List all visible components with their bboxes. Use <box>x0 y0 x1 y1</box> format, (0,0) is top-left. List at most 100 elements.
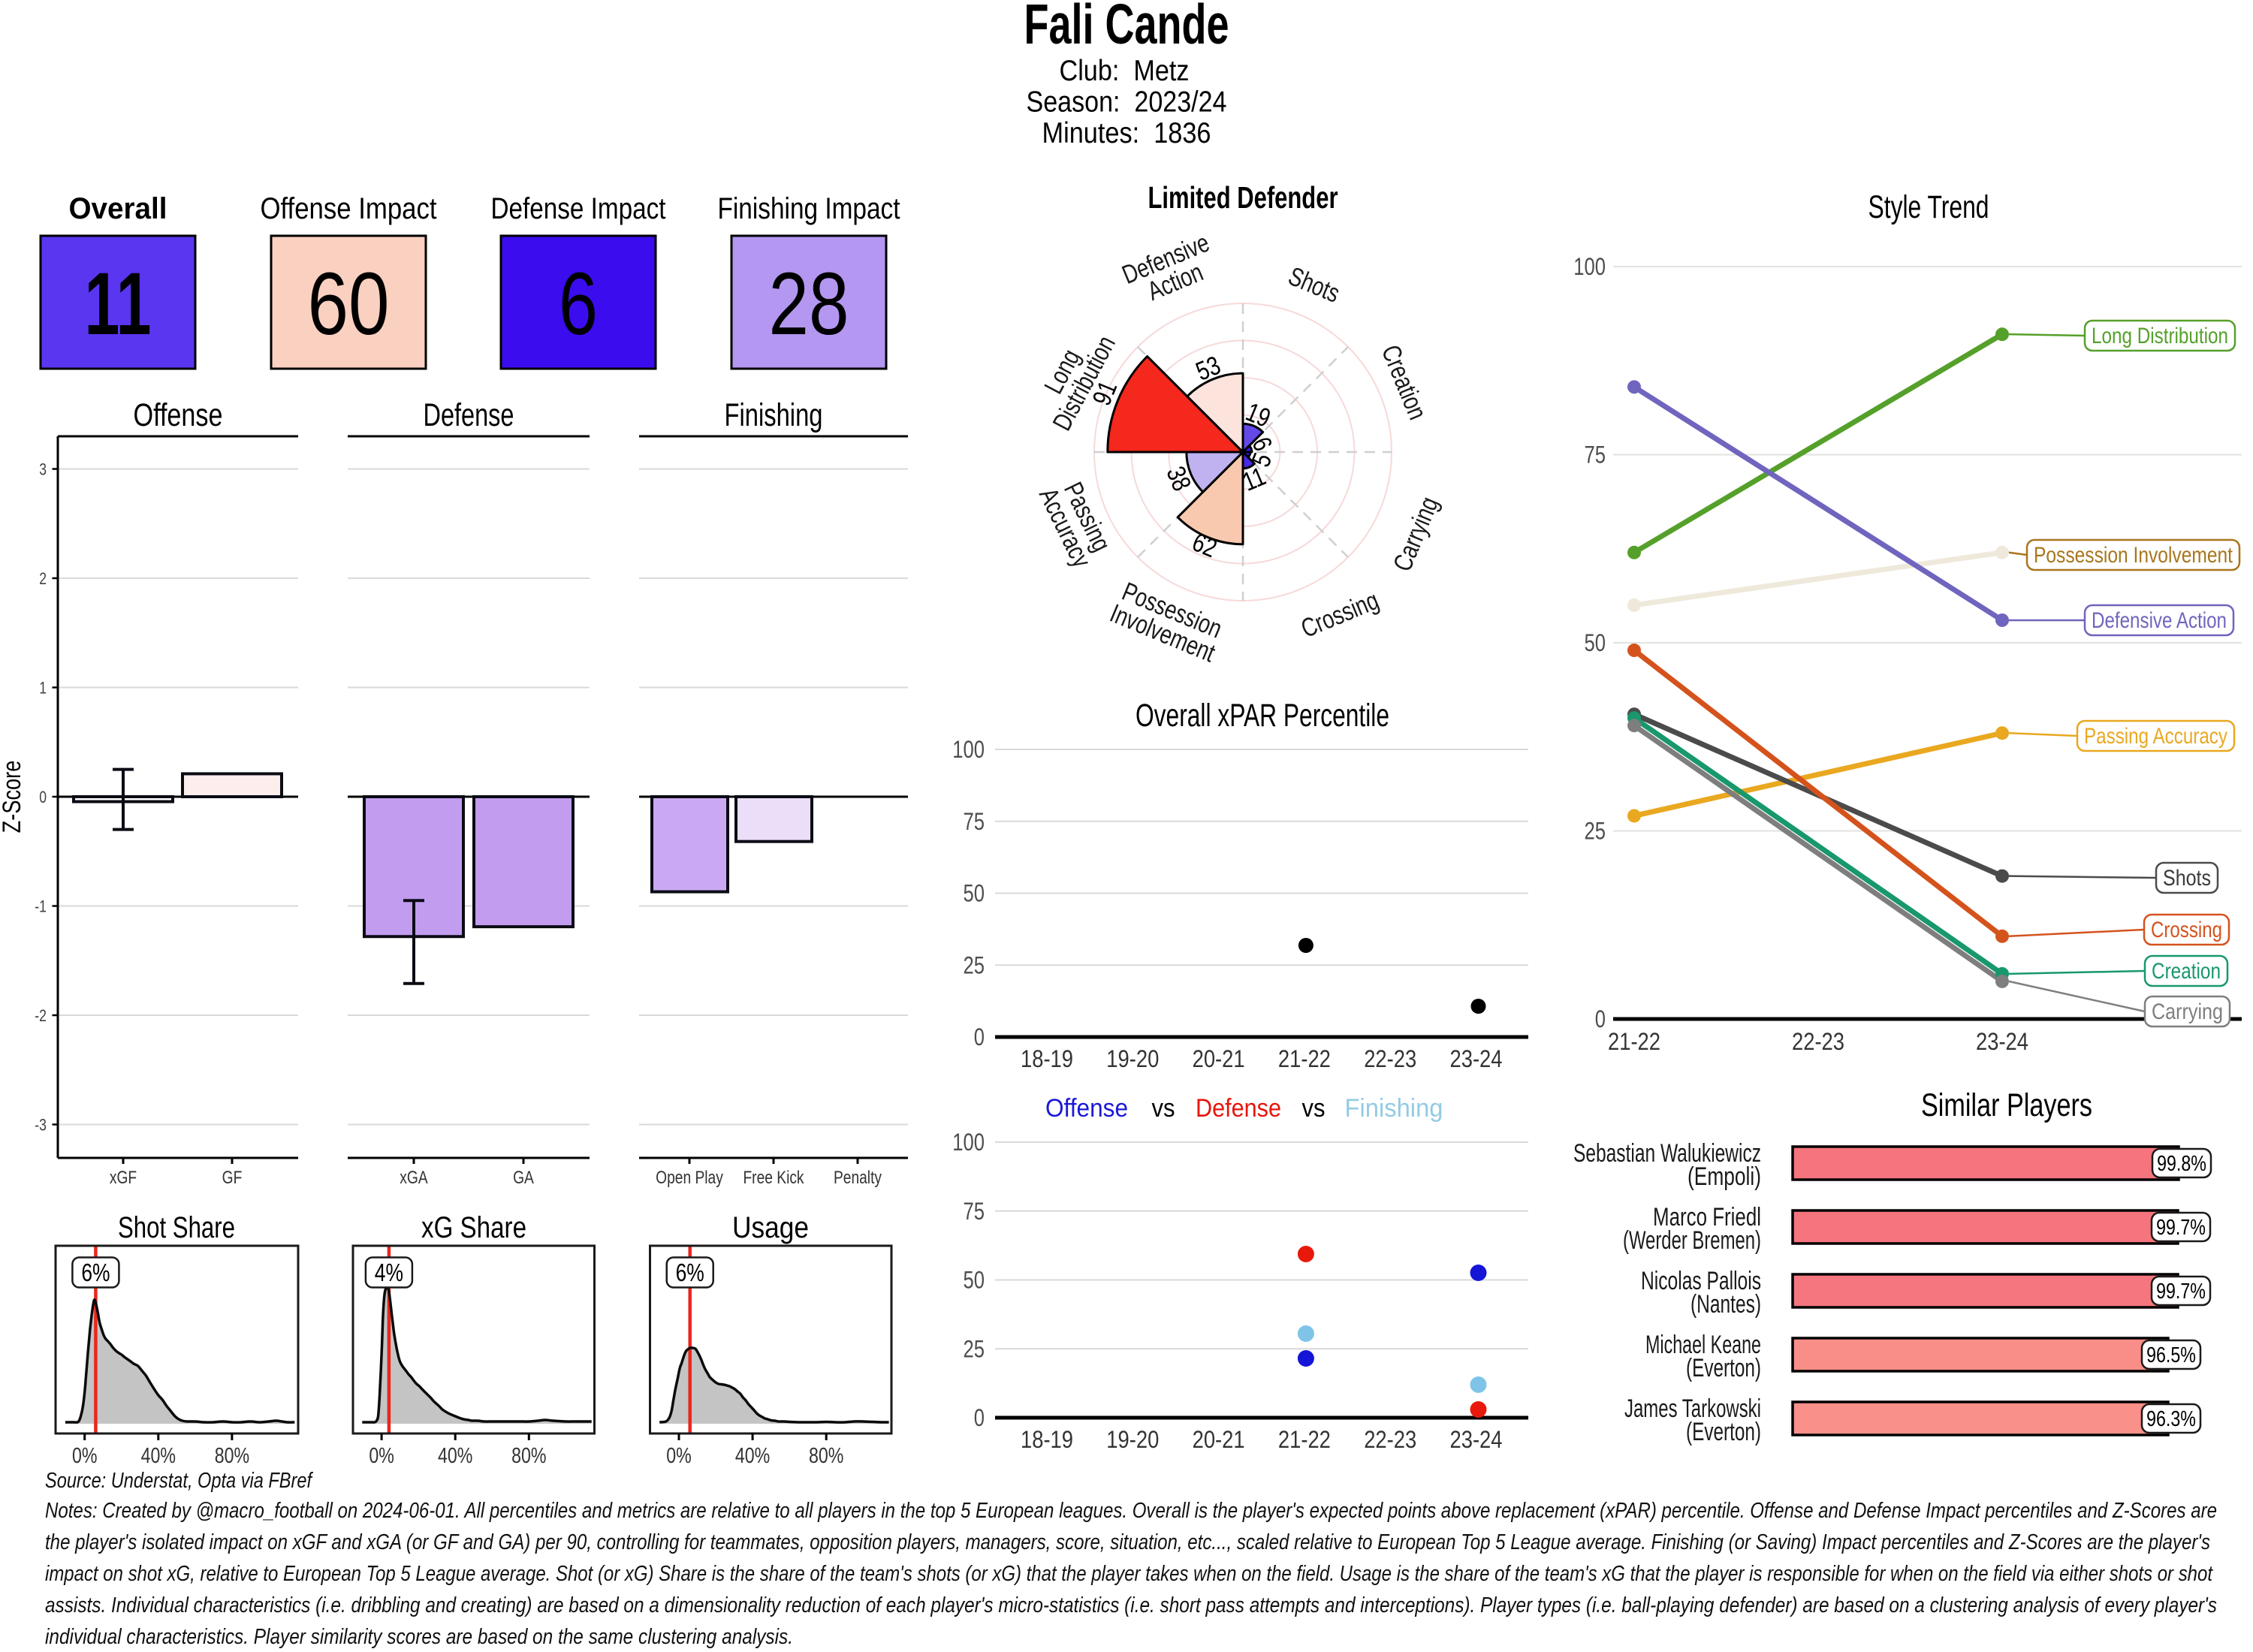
svg-text:25: 25 <box>964 1335 985 1362</box>
svg-text:19-20: 19-20 <box>1106 1426 1159 1453</box>
svg-text:the player's isolated impact o: the player's isolated impact on xGF and … <box>45 1530 2210 1554</box>
svg-text:6%: 6% <box>81 1259 110 1286</box>
svg-text:Usage: Usage <box>732 1211 809 1244</box>
svg-text:25: 25 <box>1585 818 1606 845</box>
svg-text:Offense: Offense <box>1045 1094 1128 1123</box>
svg-text:Open Play: Open Play <box>656 1168 723 1188</box>
svg-text:6: 6 <box>559 255 598 354</box>
svg-text:75: 75 <box>964 808 985 835</box>
svg-text:Overall: Overall <box>69 192 167 225</box>
svg-text:(Nantes): (Nantes) <box>1691 1290 1761 1319</box>
svg-text:96.5%: 96.5% <box>2146 1343 2196 1367</box>
svg-text:Defense: Defense <box>424 397 514 433</box>
svg-text:vs: vs <box>1152 1094 1175 1123</box>
svg-text:18-19: 18-19 <box>1021 1045 1073 1072</box>
svg-text:0%: 0% <box>666 1444 692 1468</box>
svg-text:19-20: 19-20 <box>1106 1045 1159 1072</box>
svg-text:Marco Friedl: Marco Friedl <box>1653 1203 1761 1231</box>
svg-text:22-23: 22-23 <box>1364 1426 1416 1453</box>
svg-text:28: 28 <box>769 255 849 354</box>
svg-text:100: 100 <box>952 736 985 763</box>
svg-text:40%: 40% <box>438 1444 472 1468</box>
svg-text:xGF: xGF <box>110 1168 137 1188</box>
svg-text:xGA: xGA <box>400 1168 427 1188</box>
svg-text:40%: 40% <box>735 1444 770 1468</box>
svg-text:75: 75 <box>1585 442 1606 469</box>
svg-text:assists. Individual characteri: assists. Individual characteristics (i.e… <box>45 1593 2217 1617</box>
svg-text:Shot Share: Shot Share <box>118 1211 235 1244</box>
svg-text:18-19: 18-19 <box>1021 1426 1073 1453</box>
svg-text:Z-Score: Z-Score <box>0 761 26 834</box>
svg-text:Limited Defender: Limited Defender <box>1148 180 1338 215</box>
svg-text:James Tarkowski: James Tarkowski <box>1624 1394 1761 1423</box>
svg-text:Crossing: Crossing <box>2151 918 2222 942</box>
svg-text:Passing Accuracy: Passing Accuracy <box>2084 724 2227 749</box>
svg-text:21-22: 21-22 <box>1278 1426 1331 1453</box>
svg-text:vs: vs <box>1302 1094 1326 1123</box>
svg-text:96.3%: 96.3% <box>2146 1407 2196 1431</box>
svg-text:23-24: 23-24 <box>1450 1426 1503 1453</box>
svg-text:22-23: 22-23 <box>1792 1028 1844 1055</box>
svg-text:-1: -1 <box>35 897 47 916</box>
svg-text:60: 60 <box>308 255 390 354</box>
svg-text:25: 25 <box>964 951 985 978</box>
svg-text:23-24: 23-24 <box>1976 1028 2028 1055</box>
svg-text:-2: -2 <box>35 1006 47 1025</box>
svg-text:80%: 80% <box>215 1444 249 1468</box>
svg-text:Source: Understat, Opta via FB: Source: Understat, Opta via FBref <box>45 1469 313 1493</box>
svg-text:Nicolas Pallois: Nicolas Pallois <box>1641 1267 1761 1295</box>
svg-text:Finishing: Finishing <box>1345 1094 1443 1123</box>
svg-text:0%: 0% <box>369 1444 394 1468</box>
svg-text:Shots: Shots <box>2163 866 2211 891</box>
svg-text:Creation: Creation <box>2152 959 2221 984</box>
svg-text:80%: 80% <box>809 1444 843 1468</box>
svg-text:Defense Impact: Defense Impact <box>491 192 666 225</box>
svg-text:50: 50 <box>1585 629 1606 656</box>
svg-text:Club: Metz: Club: Metz <box>1060 55 1190 87</box>
svg-text:0: 0 <box>974 1404 985 1431</box>
svg-text:Notes: Created by @macro_footb: Notes: Created by @macro_football on 202… <box>45 1499 2217 1523</box>
svg-text:Similar Players: Similar Players <box>1921 1087 2092 1123</box>
svg-text:75: 75 <box>964 1198 985 1225</box>
svg-text:Offense: Offense <box>134 397 223 433</box>
svg-text:0: 0 <box>1595 1005 1606 1032</box>
svg-text:Fali Cande: Fali Cande <box>1024 0 1229 56</box>
svg-text:99.7%: 99.7% <box>2156 1216 2206 1240</box>
svg-text:20-21: 20-21 <box>1193 1045 1245 1072</box>
svg-text:Finishing Impact: Finishing Impact <box>718 192 900 225</box>
svg-text:1: 1 <box>39 679 47 698</box>
svg-text:0%: 0% <box>72 1444 98 1468</box>
svg-text:6%: 6% <box>676 1259 704 1286</box>
svg-text:21-22: 21-22 <box>1608 1028 1660 1055</box>
svg-text:Sebastian Walukiewicz: Sebastian Walukiewicz <box>1573 1139 1761 1168</box>
svg-text:Defense: Defense <box>1196 1094 1281 1123</box>
svg-text:Long Distribution: Long Distribution <box>2092 324 2228 348</box>
svg-text:(Everton): (Everton) <box>1686 1354 1761 1382</box>
svg-text:Overall xPAR Percentile: Overall xPAR Percentile <box>1136 698 1389 734</box>
svg-text:21-22: 21-22 <box>1278 1045 1331 1072</box>
svg-text:3: 3 <box>39 460 47 479</box>
svg-text:20-21: 20-21 <box>1193 1426 1245 1453</box>
svg-text:4%: 4% <box>375 1259 403 1286</box>
svg-text:11: 11 <box>85 255 152 354</box>
svg-text:40%: 40% <box>141 1444 176 1468</box>
svg-text:Free Kick: Free Kick <box>743 1168 804 1188</box>
svg-text:xG Share: xG Share <box>421 1211 526 1244</box>
svg-text:impact on shot xG, relative to: impact on shot xG, relative to European … <box>45 1562 2214 1586</box>
svg-text:100: 100 <box>952 1129 985 1156</box>
svg-text:Style Trend: Style Trend <box>1868 189 1989 225</box>
svg-text:Defensive Action: Defensive Action <box>2092 608 2227 633</box>
svg-text:Carrying: Carrying <box>2152 999 2223 1024</box>
svg-text:-3: -3 <box>35 1116 47 1135</box>
svg-text:99.7%: 99.7% <box>2156 1280 2206 1304</box>
svg-text:(Werder Bremen): (Werder Bremen) <box>1623 1226 1761 1255</box>
svg-text:GF: GF <box>222 1168 243 1188</box>
svg-text:Penalty: Penalty <box>834 1168 882 1188</box>
svg-text:23-24: 23-24 <box>1450 1045 1503 1072</box>
svg-text:Finishing: Finishing <box>725 397 823 433</box>
svg-text:50: 50 <box>964 1267 985 1294</box>
svg-text:0: 0 <box>39 788 47 806</box>
svg-text:(Everton): (Everton) <box>1686 1418 1761 1446</box>
svg-text:22-23: 22-23 <box>1364 1045 1416 1072</box>
svg-text:(Empoli): (Empoli) <box>1687 1162 1761 1191</box>
